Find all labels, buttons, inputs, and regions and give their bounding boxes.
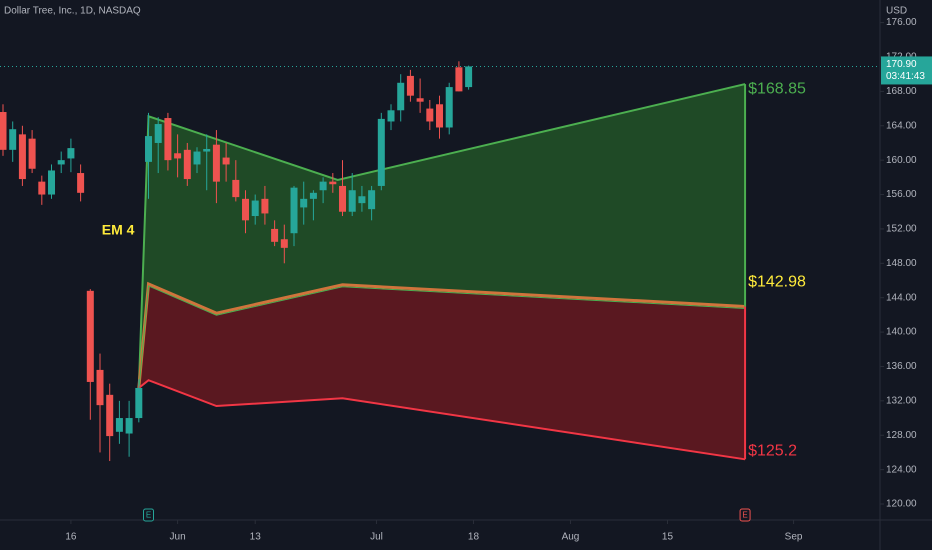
middle-end-label: $142.98: [748, 274, 806, 291]
y-tick-label: 164.00: [886, 120, 917, 131]
candle-body: [28, 138, 36, 169]
upper-band-fill: [138, 84, 746, 388]
candle-body: [145, 136, 153, 162]
earnings-marker-label: E: [742, 511, 747, 520]
middle-line-edge: [138, 285, 746, 391]
candle-body: [426, 108, 434, 122]
candle-body: [339, 185, 347, 212]
candle-body: [416, 98, 424, 102]
candle-body: [251, 200, 259, 217]
candle-body: [9, 129, 17, 150]
y-tick-label: 120.00: [886, 499, 917, 510]
candle-body: [174, 153, 182, 159]
x-tick-label: 18: [468, 532, 480, 543]
candle-body: [406, 75, 414, 96]
y-tick-label: 168.00: [886, 86, 917, 97]
x-tick-label: Aug: [562, 532, 580, 543]
candle-body: [115, 418, 123, 432]
earnings-marker-label: E: [146, 511, 151, 520]
earnings-marker: [739, 508, 751, 522]
candle-body: [164, 118, 172, 161]
y-tick-label: 128.00: [886, 430, 917, 441]
candle-body: [261, 198, 269, 214]
candle-body: [280, 239, 288, 248]
em-label: EM 4: [102, 222, 135, 238]
candle-body: [154, 124, 162, 143]
x-tick-label: Jun: [170, 532, 186, 543]
x-tick-label: Jul: [370, 532, 383, 543]
y-tick-label: 160.00: [886, 155, 917, 166]
x-tick-label: Sep: [785, 532, 803, 543]
lower-line: [138, 379, 746, 461]
x-tick-label: 16: [65, 532, 77, 543]
y-tick-label: 144.00: [886, 292, 917, 303]
candle-body: [445, 87, 453, 128]
upper-line: [137, 83, 746, 388]
last-price-box: [881, 56, 932, 85]
candle-body: [18, 134, 26, 180]
candle-body: [232, 179, 240, 198]
x-tick-label: 15: [662, 532, 674, 543]
candle-body: [377, 118, 385, 186]
y-tick-label: 132.00: [886, 395, 917, 406]
candle-body: [387, 110, 395, 122]
candle-body: [183, 149, 191, 180]
y-tick-label: 176.00: [886, 17, 917, 28]
candle-body: [319, 181, 327, 191]
candle-body: [329, 181, 337, 185]
y-axis-label: USD: [886, 6, 907, 17]
candle-body: [48, 170, 56, 195]
candle-body: [67, 148, 75, 159]
candle-body: [397, 82, 405, 111]
y-tick-label: 124.00: [886, 464, 917, 475]
candle-body: [348, 190, 356, 212]
candle-body: [455, 67, 463, 92]
y-tick-label: 156.00: [886, 189, 917, 200]
countdown-label: 03:41:43: [886, 71, 925, 82]
candle-body: [300, 198, 308, 208]
candle-body: [368, 190, 376, 210]
candle-body: [309, 192, 317, 199]
candle-body: [125, 418, 133, 434]
candle-body: [436, 104, 444, 128]
chart-title: Dollar Tree, Inc., 1D, NASDAQ: [4, 6, 141, 17]
candle-body: [242, 198, 250, 221]
candle-body: [135, 387, 143, 419]
candle-body: [271, 228, 279, 242]
candle-body: [38, 181, 46, 195]
x-tick-label: 13: [250, 532, 262, 543]
y-tick-label: 152.00: [886, 224, 917, 235]
candle-body: [0, 112, 7, 150]
candle-body: [212, 144, 220, 182]
y-tick-label: 140.00: [886, 327, 917, 338]
y-tick-label: 136.00: [886, 361, 917, 372]
candle-body: [358, 196, 366, 204]
lower-band-fill: [138, 283, 746, 460]
candle-body: [203, 148, 211, 152]
candle-body: [465, 66, 473, 88]
y-tick-label: 148.00: [886, 258, 917, 269]
last-price-label: 170.90: [886, 59, 917, 70]
upper-end-label: $168.85: [748, 80, 806, 97]
lower-end-label: $125.2: [748, 443, 797, 460]
candle-body: [77, 173, 85, 193]
candle-body: [222, 157, 230, 165]
candle-body: [86, 290, 94, 382]
earnings-marker: [143, 508, 155, 522]
candle-body: [57, 160, 65, 165]
candle-body: [106, 394, 114, 437]
candle-body: [96, 369, 104, 406]
candle-body: [193, 151, 201, 165]
candle-body: [290, 187, 298, 234]
